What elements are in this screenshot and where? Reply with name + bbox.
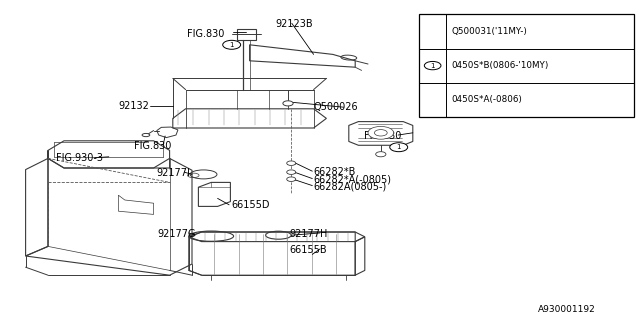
Text: 66282*A(-0805): 66282*A(-0805) — [314, 174, 392, 184]
Text: 92177I: 92177I — [157, 168, 191, 178]
Text: 66282*B: 66282*B — [314, 167, 356, 177]
Circle shape — [283, 101, 293, 106]
Text: 0450S*A(-0806): 0450S*A(-0806) — [451, 95, 522, 104]
Circle shape — [376, 152, 386, 157]
Text: Q500031('11MY-): Q500031('11MY-) — [451, 27, 527, 36]
Text: 92123B: 92123B — [275, 19, 313, 29]
Text: 1: 1 — [229, 42, 234, 48]
Text: 1: 1 — [430, 63, 435, 68]
Circle shape — [287, 161, 296, 165]
Circle shape — [368, 126, 394, 139]
Text: FIG.830: FIG.830 — [134, 140, 172, 151]
Circle shape — [223, 40, 241, 49]
Text: 66282A(0805-): 66282A(0805-) — [314, 181, 387, 191]
Text: 66155B: 66155B — [289, 244, 327, 255]
Text: 92177H: 92177H — [289, 228, 328, 239]
Circle shape — [287, 170, 296, 174]
Text: A930001192: A930001192 — [538, 305, 595, 314]
Text: 0450S*B(0806-'10MY): 0450S*B(0806-'10MY) — [451, 61, 548, 70]
Text: FIG.830: FIG.830 — [187, 28, 224, 39]
Text: 92177G: 92177G — [157, 228, 196, 239]
Circle shape — [390, 143, 408, 152]
Text: 92132: 92132 — [118, 100, 149, 111]
Circle shape — [424, 61, 441, 70]
Text: Q500026: Q500026 — [314, 102, 358, 112]
Text: 1: 1 — [396, 144, 401, 150]
Text: 66155D: 66155D — [232, 200, 270, 211]
Text: FIG.930-3: FIG.930-3 — [56, 153, 103, 164]
Text: FIG.830: FIG.830 — [364, 131, 401, 141]
Circle shape — [374, 130, 387, 136]
Circle shape — [287, 177, 296, 181]
